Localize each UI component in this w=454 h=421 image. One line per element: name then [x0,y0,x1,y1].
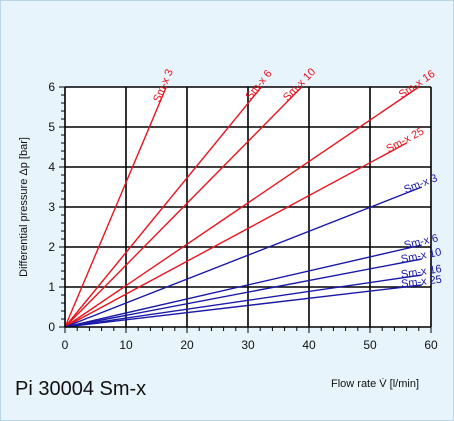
series-line-8 [64,274,422,328]
y-tick-label: 0 [48,320,55,334]
x-tick-label: 20 [180,338,194,352]
series-line-9 [64,284,422,328]
x-tick-label: 50 [363,338,377,352]
y-tick-label: 3 [48,200,55,214]
series-line-6 [64,244,422,328]
series-label-8: Sm-x 16 [400,263,442,281]
x-tick-label: 0 [62,338,69,352]
y-tick-label: 4 [48,160,55,174]
x-tick-label: 60 [424,338,438,352]
series-line-7 [64,258,422,328]
y-tick-label: 1 [48,280,55,294]
model-label: Pi 30004 Sm-x [15,378,147,400]
axis-ticks [59,86,432,333]
series-label-9: Sm-x 25 [400,274,442,291]
x-tick-label: 30 [241,338,255,352]
axes [64,87,431,328]
series-line-3 [64,86,420,328]
y-tick-label: 6 [48,80,55,94]
y-axis-label: Differential pressure Δp [bar] [18,137,30,277]
series-lines [64,86,423,328]
y-tick-label: 5 [48,120,55,134]
series-line-2 [64,86,303,328]
series-line-0 [64,86,167,328]
y-tick-label: 2 [48,240,55,254]
series-line-4 [64,142,407,328]
x-tick-label: 10 [119,338,133,352]
series-line-1 [64,86,262,328]
x-tick-label: 40 [302,338,316,352]
series-line-5 [64,186,423,328]
x-axis-label: Flow rate V̇ [l/min] [331,378,420,390]
